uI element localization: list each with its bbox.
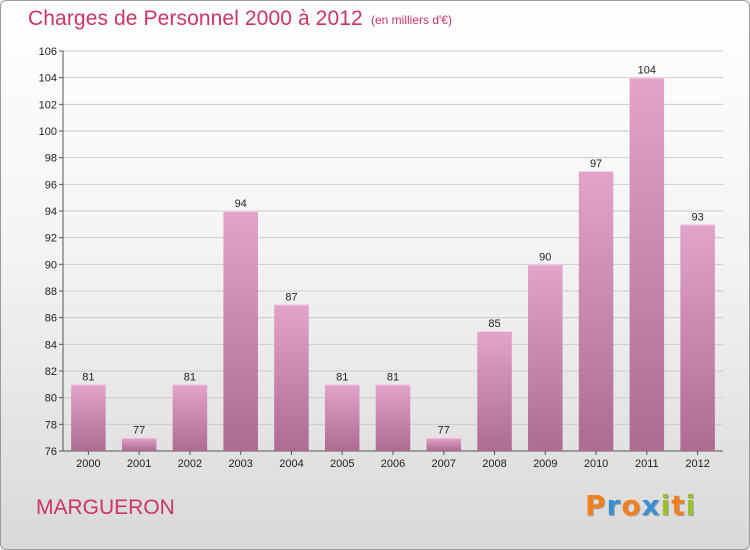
- x-tick-label: 2003: [228, 458, 252, 470]
- y-tick-label: 88: [45, 286, 57, 298]
- x-tick-label: 2012: [685, 458, 709, 470]
- bar: [375, 384, 411, 451]
- data-label: 81: [82, 371, 94, 383]
- x-tick-label: 2005: [330, 458, 354, 470]
- x-tick-label: 2009: [533, 458, 557, 470]
- data-label: 87: [285, 291, 297, 303]
- y-tick-label: 98: [45, 153, 57, 165]
- data-label: 81: [387, 371, 399, 383]
- bar: [578, 171, 614, 451]
- data-label: 85: [488, 318, 500, 330]
- x-tick-label: 2002: [178, 458, 202, 470]
- y-tick-label: 78: [45, 419, 57, 431]
- logo-letter: x: [641, 489, 661, 522]
- y-tick-label: 106: [39, 46, 57, 58]
- data-label: 104: [638, 65, 656, 77]
- x-tick-label: 2006: [381, 458, 405, 470]
- commune-name: MARGUERON: [36, 496, 175, 519]
- data-label: 94: [235, 198, 247, 210]
- y-tick-label: 94: [45, 206, 57, 218]
- logo-letter: i: [660, 489, 672, 522]
- y-tick-label: 82: [45, 366, 57, 378]
- labels: 76 78 80 82 84 86 88 90 92 94 96 98 100 102 104 106 81 20…: [39, 46, 710, 470]
- chart-title: Charges de Personnel 2000 à 2012: [28, 7, 363, 30]
- y-tick-label: 76: [45, 446, 57, 458]
- bar: [172, 384, 208, 451]
- y-tick-label: 92: [45, 233, 57, 245]
- bar: [274, 304, 309, 451]
- x-tick-label: 2011: [635, 458, 659, 470]
- y-tick-label: 102: [39, 99, 57, 111]
- bar: [680, 224, 715, 451]
- data-label: 81: [336, 371, 348, 383]
- data-label: 81: [184, 371, 196, 383]
- y-tick-label: 84: [45, 339, 57, 351]
- bar: [324, 384, 360, 451]
- x-tick-label: 2004: [279, 458, 303, 470]
- chart-subtitle: (en milliers d'€): [371, 13, 452, 27]
- bar: [71, 384, 106, 451]
- data-label: 93: [691, 211, 703, 223]
- x-tick-label: 2000: [76, 458, 100, 470]
- proxiti-logo: Proxiti: [585, 489, 696, 522]
- y-tick-label: 80: [45, 393, 57, 405]
- data-label: 90: [539, 251, 551, 263]
- data-label: 97: [590, 158, 602, 170]
- x-tick-label: 2010: [584, 458, 608, 470]
- y-tick-label: 100: [39, 126, 57, 138]
- data-label: 77: [133, 425, 145, 437]
- logo-letter: o: [621, 489, 642, 522]
- bar: [223, 211, 258, 451]
- x-tick-label: 2008: [482, 458, 506, 470]
- logo-letter: r: [606, 489, 622, 522]
- bar: [477, 331, 512, 451]
- bar: [121, 437, 157, 451]
- bar: [528, 264, 563, 451]
- x-tick-label: 2001: [127, 458, 151, 470]
- logo-letter: P: [585, 489, 607, 522]
- y-tick-label: 96: [45, 179, 57, 191]
- bar: [629, 77, 665, 452]
- data-label: 77: [438, 425, 450, 437]
- x-tick-label: 2007: [432, 458, 456, 470]
- y-tick-label: 86: [45, 313, 57, 325]
- logo-letter: i: [685, 489, 697, 522]
- y-tick-label: 90: [45, 259, 57, 271]
- bars: [71, 77, 715, 452]
- y-tick-label: 104: [39, 73, 57, 85]
- logo-letter: t: [671, 489, 686, 522]
- bar: [426, 437, 462, 451]
